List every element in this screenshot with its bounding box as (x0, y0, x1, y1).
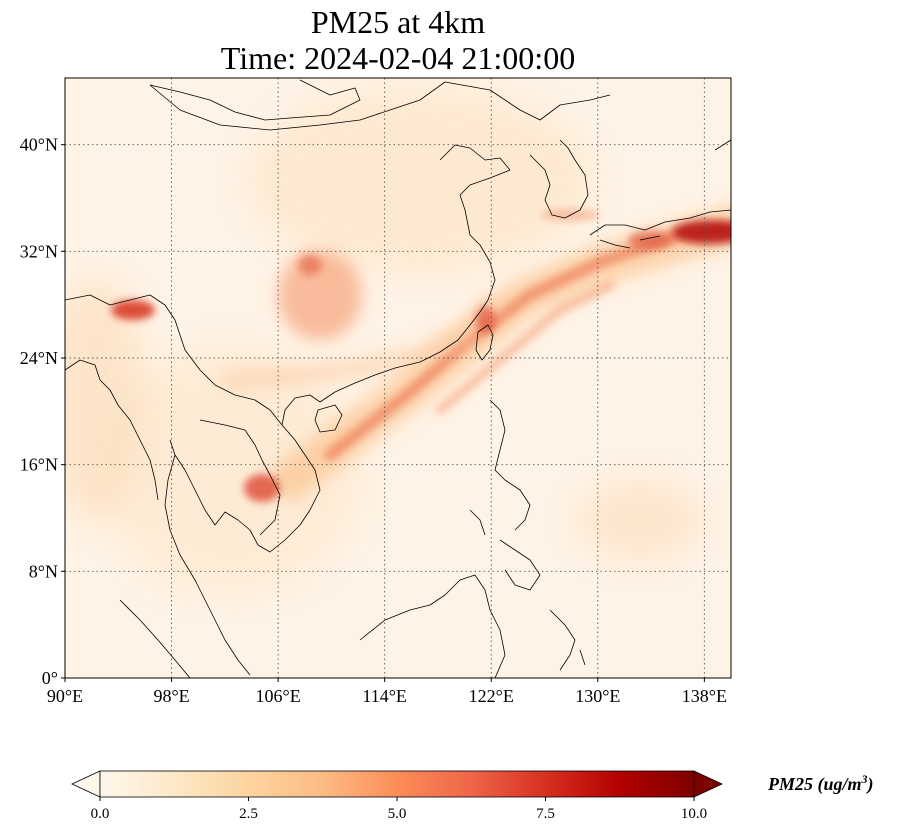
map-frame (64, 77, 732, 679)
border-indochina (184, 349, 283, 536)
plume-himalaya (111, 300, 155, 320)
plume-cambodia (244, 474, 280, 502)
colorbar-tick-label: 5.0 (388, 806, 407, 822)
coastline-sulawesi (549, 609, 586, 671)
map-area (65, 78, 731, 678)
coastline-bay-of-bengal (65, 359, 159, 501)
x-tick-label: 106°E (256, 686, 301, 706)
y-tick-label: 32°N (20, 241, 58, 261)
concentration-field (65, 90, 731, 590)
plume-coastal-china (221, 296, 499, 389)
plume-sichuan-core (298, 255, 322, 275)
plume-japan-west (628, 231, 672, 249)
y-tick-labels: 0° 8°N 16°N 24°N 32°N 40°N (20, 135, 58, 688)
border-china-india (65, 294, 186, 351)
colorbar-tick-label: 2.5 (239, 806, 258, 822)
colorbar-label-text: PM25 (ug/m (768, 774, 862, 794)
plume-frontal-band-secondary (435, 280, 615, 415)
x-tick-label: 114°E (362, 686, 407, 706)
haze-pacific (580, 480, 700, 560)
coastline-hainan (314, 404, 343, 433)
border-china-north (149, 81, 446, 131)
coastline-borneo (359, 574, 506, 678)
gridlines (65, 78, 731, 678)
colorbar-gradient (99, 770, 695, 798)
colorbar-tick-label: 7.5 (536, 806, 555, 822)
coastline-east-asia (149, 79, 611, 426)
plume-sichuan-basin (278, 250, 362, 340)
y-tick-label: 8°N (29, 561, 58, 581)
colorbar-label-exponent: 3 (861, 772, 868, 786)
x-tick-label: 130°E (575, 686, 620, 706)
x-tick-labels: 90°E 98°E 106°E 114°E 122°E 130°E 138°E (47, 686, 727, 706)
colorbar-extend-low (71, 770, 101, 798)
colorbar-ticks: 0.0 2.5 5.0 7.5 10.0 (91, 797, 707, 822)
y-tick-label: 0° (42, 668, 58, 688)
plume-japan-south (672, 220, 731, 244)
haze-west (65, 280, 145, 520)
title-line-1: PM25 at 4km (310, 4, 486, 40)
x-tick-label: 138°E (682, 686, 727, 706)
coastline-sumatra (119, 599, 191, 678)
coastline-philippines (469, 399, 541, 591)
haze-north-china (250, 90, 590, 270)
title-line-2: Time: 2024-02-04 21:00:00 (220, 40, 576, 76)
plot-title: PM25 at 4km Time: 2024-02-04 21:00:00 (65, 4, 731, 76)
colorbar-label: PM25 (ug/m3) (768, 772, 874, 795)
coastline-indochina (164, 424, 321, 676)
colorbar-extend-high (693, 770, 723, 798)
axis-ticks (61, 144, 705, 682)
colorbar-tick-label: 10.0 (681, 806, 707, 822)
y-tick-label: 40°N (20, 135, 58, 155)
x-tick-label: 90°E (47, 686, 83, 706)
colorbar-tick-label: 0.0 (91, 806, 110, 822)
coastline-japan (589, 139, 731, 249)
coastlines-borders (65, 79, 731, 678)
coastline-korea (529, 139, 589, 219)
y-tick-label: 16°N (20, 455, 58, 475)
coastline-taiwan (475, 324, 494, 361)
x-tick-label: 122°E (469, 686, 514, 706)
x-tick-label: 98°E (153, 686, 189, 706)
colorbar-label-close: ) (867, 774, 874, 794)
y-tick-label: 24°N (20, 348, 58, 368)
